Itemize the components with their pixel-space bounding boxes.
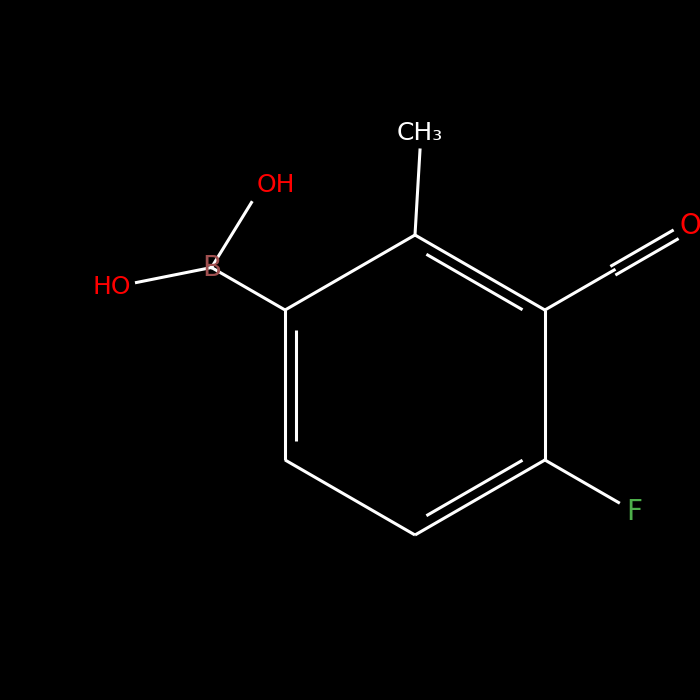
Text: B: B [202,253,221,281]
Text: HO: HO [93,276,132,300]
Text: O: O [680,212,700,240]
Text: OH: OH [256,174,295,197]
Text: CH₃: CH₃ [397,121,443,145]
Text: F: F [626,498,642,526]
